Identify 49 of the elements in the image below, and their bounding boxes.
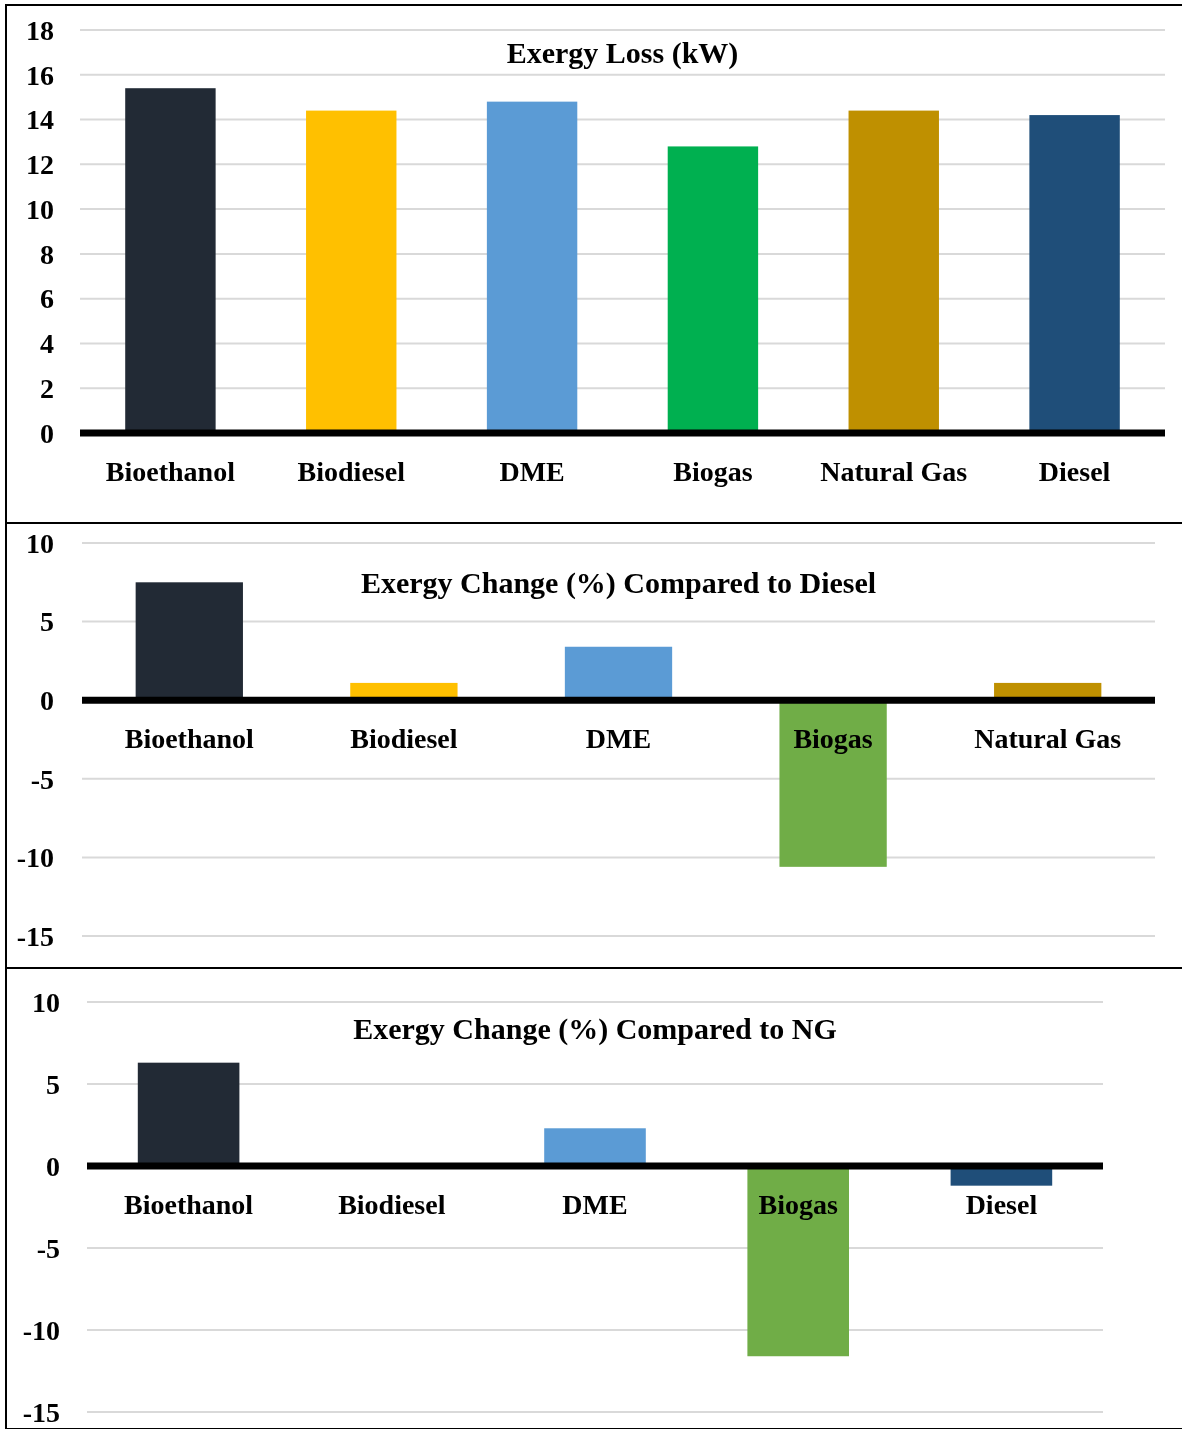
y-tick-label: 2 xyxy=(40,373,54,405)
chart-title: Exergy Loss (kW) xyxy=(506,36,739,70)
y-tick-label: 0 xyxy=(40,685,54,716)
bar xyxy=(667,146,759,433)
x-tick-label: Biodiesel xyxy=(338,1189,446,1220)
x-tick-label: Biodiesel xyxy=(297,456,406,487)
y-tick-label: 10 xyxy=(26,527,54,559)
y-tick-label: 10 xyxy=(26,193,54,225)
y-tick-label: 12 xyxy=(26,149,54,181)
x-tick-label: DME xyxy=(585,723,652,755)
y-tick-label: 6 xyxy=(40,283,54,315)
bar xyxy=(125,88,216,433)
x-tick-label: Natural Gas xyxy=(974,723,1122,755)
y-tick-label: 5 xyxy=(46,1068,60,1100)
x-tick-label: Bioethanol xyxy=(105,456,236,487)
x-tick-label: Bioethanol xyxy=(124,1189,254,1220)
bar xyxy=(306,110,397,433)
y-tick-label: 0 xyxy=(46,1150,60,1182)
y-tick-label: 18 xyxy=(26,14,54,46)
x-tick-label: DME xyxy=(562,1189,628,1220)
y-tick-label: -5 xyxy=(36,1232,60,1264)
y-tick-label: -15 xyxy=(22,1396,60,1428)
y-tick-label: -5 xyxy=(30,763,54,795)
y-tick-label: 8 xyxy=(40,238,54,270)
bar xyxy=(486,101,578,433)
x-tick-label: Biogas xyxy=(758,1189,838,1220)
y-tick-label: 4 xyxy=(40,328,54,360)
x-tick-label: Natural Gas xyxy=(820,456,968,487)
x-tick-label: DME xyxy=(499,456,565,487)
y-tick-label: 14 xyxy=(26,104,54,136)
x-tick-label: Diesel xyxy=(1038,456,1111,487)
y-tick-label: 0 xyxy=(40,417,54,449)
bar xyxy=(1029,115,1120,433)
y-tick-label: -10 xyxy=(16,842,54,874)
y-tick-label: 10 xyxy=(32,986,60,1018)
text: Exergy Change (%) Compared to Diesel xyxy=(360,566,877,600)
bar xyxy=(848,110,939,433)
x-tick-label: Biogas xyxy=(673,456,753,487)
x-tick-label: Biodiesel xyxy=(350,723,458,755)
chart-title: Exergy Change (%) Compared to NG xyxy=(353,1012,837,1046)
y-tick-label: -15 xyxy=(16,920,54,952)
x-tick-label: Biogas xyxy=(793,723,873,755)
bar xyxy=(544,1128,646,1166)
y-tick-label: 5 xyxy=(40,606,54,638)
y-tick-label: -10 xyxy=(22,1314,60,1346)
x-tick-label: Diesel xyxy=(965,1189,1038,1220)
y-tick-label: 16 xyxy=(26,59,54,91)
bar xyxy=(137,1062,240,1166)
x-tick-label: Bioethanol xyxy=(124,723,255,755)
